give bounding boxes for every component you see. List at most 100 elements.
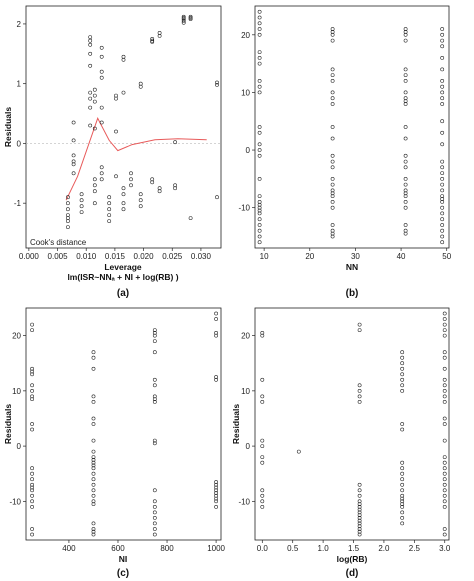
data-point (99, 54, 104, 59)
data-point (330, 159, 335, 164)
data-point (173, 186, 178, 191)
data-point (330, 205, 335, 210)
data-point (30, 328, 34, 333)
data-point (440, 56, 445, 60)
data-point (357, 507, 362, 512)
data-point (357, 482, 362, 487)
data-point (403, 29, 408, 34)
y-tick-label: 2 (17, 20, 22, 29)
data-point (330, 194, 335, 199)
data-point (260, 499, 265, 504)
data-point (330, 136, 335, 141)
data-point (99, 171, 104, 176)
data-point (442, 527, 447, 531)
data-point (152, 521, 157, 526)
data-point (30, 422, 34, 426)
x-axis-model-formula: lm(ISR~NNₐ + NI + log(RB) ) (67, 272, 178, 282)
data-point (173, 140, 178, 145)
data-point (260, 377, 265, 382)
data-point (330, 176, 335, 181)
data-point (214, 311, 219, 316)
y-tick-label: -1 (14, 199, 22, 208)
data-point (400, 502, 405, 507)
data-point (214, 491, 219, 495)
data-point (330, 67, 335, 72)
data-point (357, 493, 362, 498)
data-point (330, 191, 335, 196)
data-point (400, 350, 405, 355)
data-point (91, 499, 96, 504)
data-point (440, 130, 445, 135)
y-tick-label: 0 (246, 442, 251, 451)
data-point (157, 189, 162, 194)
data-point (91, 449, 96, 454)
data-point (357, 394, 362, 399)
panel-a: Cook's distance Leverage lm(ISR~NNₐ + NI… (3, 5, 222, 299)
plot-frame (254, 307, 450, 541)
data-point (403, 125, 408, 129)
data-point (442, 532, 447, 537)
panel-label: (c) (117, 568, 129, 579)
data-point (442, 350, 447, 355)
data-point (442, 482, 447, 487)
data-point (79, 210, 84, 215)
data-point (403, 199, 408, 204)
data-point (357, 388, 362, 393)
data-point (92, 183, 97, 188)
x-axis-label: NN (346, 262, 358, 272)
data-point (214, 496, 219, 501)
x-axis-label: Leverage (104, 262, 142, 272)
data-point (403, 136, 408, 141)
x-tick-label: 800 (160, 544, 174, 553)
data-point (440, 234, 445, 239)
data-point (440, 27, 445, 31)
data-point (440, 182, 445, 187)
data-point (152, 339, 157, 344)
data-point (91, 466, 96, 471)
data-point (214, 488, 219, 493)
data-point (157, 34, 162, 38)
x-tick-label: 2.5 (409, 544, 421, 553)
data-point (400, 361, 405, 366)
data-point (357, 527, 362, 531)
data-point (138, 84, 143, 89)
data-point (88, 42, 93, 47)
data-point (403, 73, 408, 78)
data-point (257, 148, 262, 152)
data-point (88, 35, 93, 40)
data-point (440, 211, 445, 216)
data-point (30, 388, 34, 393)
data-point (150, 40, 155, 44)
data-point (442, 317, 447, 321)
data-point (92, 93, 97, 98)
data-point (30, 471, 34, 476)
data-point (215, 80, 219, 85)
data-point (357, 328, 362, 333)
data-point (330, 182, 335, 187)
data-point (330, 73, 335, 78)
data-point (440, 223, 445, 227)
data-point (91, 502, 96, 507)
data-point (92, 201, 97, 206)
data-point (400, 427, 405, 432)
data-point (440, 102, 445, 106)
data-point (91, 493, 96, 498)
data-point (442, 488, 447, 493)
y-axis-label: Residuals (3, 107, 13, 147)
data-point (214, 317, 219, 321)
data-point (152, 394, 157, 399)
data-point (152, 350, 157, 355)
data-point (442, 311, 447, 316)
data-point (30, 477, 34, 482)
data-point (357, 513, 362, 518)
data-point (330, 27, 335, 31)
plot-frame (254, 5, 450, 249)
data-point (152, 399, 157, 404)
data-point (138, 204, 143, 209)
data-point (440, 79, 445, 83)
data-point (400, 388, 405, 393)
data-point (440, 199, 445, 204)
plot-frame (25, 5, 222, 249)
data-point (188, 16, 193, 20)
